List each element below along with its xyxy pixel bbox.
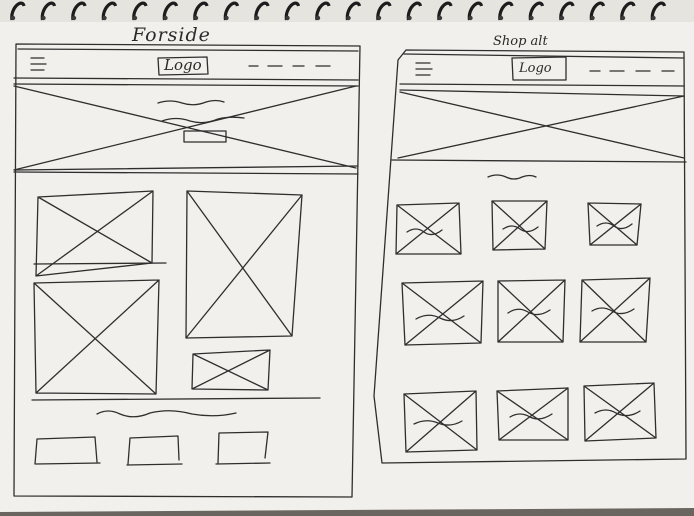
spiral-hole — [71, 15, 77, 21]
product-thumb-3 — [587, 202, 642, 246]
shop-wireframe — [373, 49, 687, 464]
spiral-hole — [10, 15, 16, 21]
product-thumb-4 — [401, 280, 484, 346]
image-placeholder-3 — [33, 279, 160, 395]
spiral-hole — [651, 15, 656, 21]
image-placeholder-4 — [191, 349, 271, 391]
hero-top-line — [13, 83, 359, 87]
hamburger-icon — [30, 57, 47, 71]
product-thumb-7 — [403, 390, 478, 453]
hero-heading-scribble — [157, 99, 225, 106]
header-divider — [13, 77, 359, 81]
image-placeholder-2 — [185, 190, 303, 339]
product-text-8 — [509, 413, 553, 420]
category-title-scribble — [487, 174, 537, 180]
product-thumb-5 — [497, 279, 566, 343]
spiral-hole — [193, 15, 199, 21]
spiral-hole — [254, 15, 260, 21]
hero-image-placeholder-right — [397, 91, 685, 159]
spiral-hole — [529, 15, 534, 21]
header-divider-right — [399, 83, 685, 87]
hero-image-placeholder — [13, 85, 357, 171]
hero-text-scribble — [161, 116, 245, 124]
product-text-2 — [502, 225, 539, 233]
hero-bottom-line — [13, 165, 359, 171]
footer-box-3 — [215, 431, 271, 465]
product-thumb-6 — [579, 277, 651, 343]
logo-label: Logo — [164, 56, 202, 74]
spiral-hole — [376, 15, 382, 21]
spiral-hole — [407, 15, 412, 21]
footer-box-1 — [34, 436, 101, 465]
spiral-hole — [437, 15, 443, 21]
product-text-3 — [596, 222, 633, 230]
spiral-hole — [285, 15, 290, 21]
product-thumb-1 — [395, 202, 462, 255]
spiral-hole — [468, 15, 473, 21]
logo-label-right: Logo — [519, 61, 552, 76]
spiral-hole — [102, 15, 107, 21]
spiral-hole — [620, 15, 626, 21]
footer-box-2 — [126, 435, 183, 466]
product-thumb-2 — [491, 200, 548, 251]
spiral-hole — [346, 15, 351, 21]
product-text-7 — [413, 420, 463, 426]
product-thumb-8 — [496, 387, 569, 441]
section-divider — [13, 171, 359, 175]
spiral-hole — [41, 15, 46, 21]
frame-top-line — [17, 48, 359, 52]
content-bottom-line — [31, 397, 321, 401]
spiral-hole — [498, 15, 504, 21]
spiral-binding — [10, 1, 667, 21]
shop-title-handwritten: Shop alt — [493, 34, 548, 49]
product-text-5 — [507, 308, 551, 316]
product-text-9 — [594, 409, 641, 417]
product-text-6 — [591, 307, 635, 315]
product-text-4 — [415, 314, 465, 322]
spiral-hole — [315, 15, 321, 21]
spiral-hole — [559, 15, 565, 21]
spiral-hole — [163, 15, 168, 21]
row-line — [33, 262, 167, 265]
homepage-wireframe — [13, 43, 361, 498]
product-thumb-9 — [583, 382, 657, 442]
spiral-hole — [590, 15, 595, 21]
spiral-hole — [132, 15, 138, 21]
spiral-hole — [224, 15, 229, 21]
frame-top-line-right — [403, 53, 685, 59]
logo-box-right — [511, 56, 567, 81]
shop-frame — [373, 49, 687, 464]
footer-text-scribble — [96, 410, 237, 418]
product-text-1 — [406, 228, 443, 236]
homepage-frame — [13, 43, 361, 498]
logo-box — [157, 56, 209, 76]
hamburger-icon-right — [415, 62, 433, 76]
hero-bottom-line-right — [391, 159, 687, 163]
hero-button-sketch — [183, 130, 227, 143]
homepage-title-handwritten: Forside — [132, 24, 211, 46]
hero-top-line-right — [399, 89, 685, 97]
